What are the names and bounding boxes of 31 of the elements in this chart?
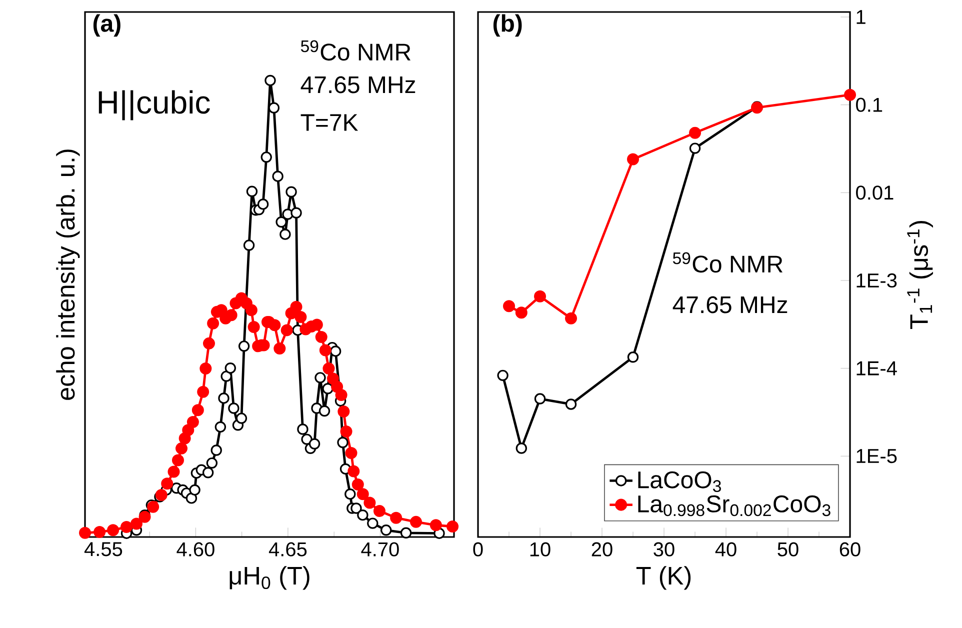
legend-label: LaCoO$_{3}$: [638, 471, 721, 492]
x-tick-label: 4.55: [84, 542, 122, 556]
y2-tick-label: 0.01: [856, 186, 894, 200]
x-tick-label: 4.70: [361, 542, 399, 556]
x-tick-label: 50: [778, 542, 798, 556]
y2-tick-label: 1: [856, 10, 866, 24]
annotation: $^{59}$Co NMR: [672, 252, 782, 273]
y-axis-title: echo intensity (arb. u.): [56, 150, 80, 400]
x-tick-label: 30: [654, 542, 674, 556]
y2-tick-label: 1E-3: [856, 273, 897, 288]
x-tick-label: 4.60: [176, 542, 214, 556]
annotation: (b): [493, 14, 522, 37]
annotation: T=7K: [300, 114, 358, 131]
x-axis-title: T (K): [636, 566, 691, 590]
y2-tick-label: 1E-5: [856, 449, 897, 464]
x-tick-label: 0: [473, 542, 483, 556]
x-tick-label: 40: [715, 542, 736, 556]
text: (a): [93, 14, 120, 37]
annotation: 47.65 MHz: [672, 296, 788, 314]
annotation: 47.65 MHz: [300, 76, 416, 94]
x-axis-title: μH$_{0}$ (T): [230, 566, 310, 590]
x-tick-label: 60: [840, 542, 860, 556]
x-tick-label: 4.65: [268, 542, 307, 556]
x-tick-label: 10: [530, 542, 550, 556]
y2-axis-title: T$_{1}$$^{-1}$ (μs$^{-1}$): [907, 221, 933, 329]
y2-tick-label: 0.1: [856, 98, 882, 112]
text: $^{59}$Co NMR: [300, 40, 410, 61]
x-tick-label: 20: [592, 542, 612, 556]
legend-label: La$_{0.998}$Sr$_{0.002}$CoO$_{3}$: [638, 495, 830, 516]
y2-tick-label: 1E-4: [856, 361, 897, 376]
annotation: H||cubic: [98, 90, 210, 120]
